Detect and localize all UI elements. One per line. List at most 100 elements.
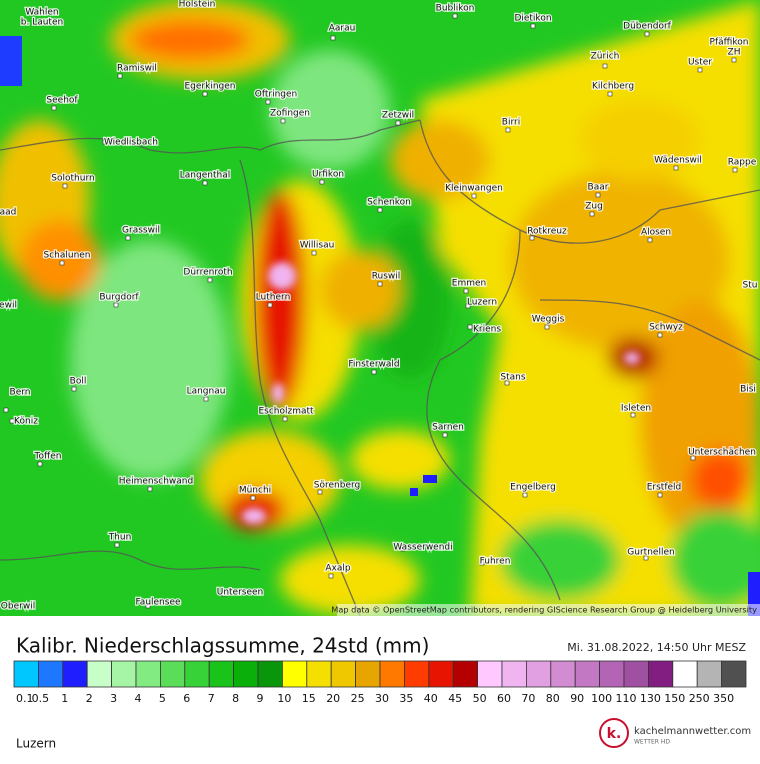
place-marker (250, 495, 256, 501)
region: Luzern (16, 737, 56, 751)
legend: 0.10.5 1 2 3 4 5 6 7 8 9 10 15 20 25 30 35 40 45 50 60 70 80 9… (13, 660, 747, 705)
place-label: Zofingen (270, 109, 310, 119)
timestamp: Mi. 31.08.2022, 14:50 Uhr MESZ (567, 641, 746, 654)
legend-swatch (355, 660, 381, 688)
legend-swatch (159, 660, 186, 688)
legend-label: 40 (424, 692, 438, 705)
legend-swatch (403, 660, 430, 688)
place-label: Engelberg (510, 483, 556, 493)
place-marker (657, 492, 663, 498)
place-marker (59, 260, 65, 266)
place-marker (280, 118, 286, 124)
title: Kalibr. Niederschlagssumme, 24std (mm) (16, 634, 429, 658)
place-marker (71, 386, 77, 392)
place-label: Aarau (329, 24, 356, 34)
place-label: ewil (0, 301, 17, 311)
place-label: Wahlen (25, 8, 58, 18)
place-marker (589, 211, 595, 217)
logo-tagline: WETTER HD (634, 739, 670, 746)
place-marker (395, 120, 401, 126)
place-label: Escholzmatt (258, 407, 314, 417)
legend-swatch (428, 660, 454, 688)
legend-label: 25 (351, 692, 365, 705)
place-marker (471, 193, 477, 199)
logo-name: kachelmannwetter.com (634, 726, 751, 737)
place-marker (265, 99, 271, 105)
place-marker (602, 63, 608, 69)
place-label: Langenthal (180, 171, 230, 181)
place-label: Rappe (728, 158, 757, 168)
legend-label: 3 (110, 692, 117, 705)
place-marker (125, 235, 131, 241)
legend-label: 0.1 (16, 692, 34, 705)
legend-swatch (111, 660, 137, 688)
legend-swatch (501, 660, 527, 688)
logo-mark: k. (607, 726, 622, 742)
legend-label: 350 (713, 692, 734, 705)
place-label: Uster (688, 58, 712, 68)
place-marker (202, 180, 208, 186)
place-marker (504, 380, 510, 386)
legend-swatch (281, 660, 308, 688)
place-marker (607, 91, 613, 97)
place-label: Erstfeld (647, 483, 682, 493)
place-label: Kilchberg (592, 82, 634, 92)
legend-swatch (86, 660, 112, 688)
place-marker (463, 288, 469, 294)
legend-swatch (477, 660, 503, 688)
place-marker (62, 183, 68, 189)
place-label: Dietikon (514, 14, 551, 24)
place-label: Wiedlisbach (104, 138, 158, 148)
legend-label: 45 (448, 692, 462, 705)
legend-swatch (184, 660, 210, 688)
place-marker (697, 67, 703, 73)
place-marker (377, 281, 383, 287)
place-label: Zetzwil (382, 111, 414, 121)
precip-map (0, 0, 760, 616)
place-label: Birri (502, 118, 520, 128)
legend-label: 0.5 (32, 692, 50, 705)
legend-swatch (599, 660, 625, 688)
legend-swatch (208, 660, 234, 688)
legend-swatch (379, 660, 405, 688)
place-marker (452, 13, 458, 19)
place-marker (465, 303, 471, 309)
legend-label: 10 (277, 692, 291, 705)
place-marker (319, 179, 325, 185)
place-marker (690, 455, 696, 461)
place-label: Grasswil (122, 226, 160, 236)
place-marker (657, 332, 663, 338)
place-label: Ramiswil (117, 64, 157, 74)
place-label: Münchi (239, 486, 271, 496)
place-marker (529, 235, 535, 241)
place-marker (51, 105, 57, 111)
place-marker (311, 250, 317, 256)
place-marker (644, 31, 650, 37)
place-label: Zürich (591, 52, 620, 62)
legend-label: 5 (159, 692, 166, 705)
place-label: Stu (743, 281, 758, 291)
place-marker (203, 396, 209, 402)
legend-swatch (452, 660, 479, 688)
place-label: Seehof (46, 96, 78, 106)
place-label: Fuhren (480, 557, 511, 567)
place-marker (731, 57, 737, 63)
place-marker (221, 591, 227, 597)
place-label: Heimenschwand (119, 477, 193, 487)
place-label: Stans (500, 373, 525, 383)
place-marker (267, 302, 273, 308)
place-label: Thun (108, 533, 132, 543)
place-label: Schwyz (649, 323, 683, 333)
legend-label: 100 (591, 692, 612, 705)
attribution-bg (337, 604, 760, 616)
legend-swatch (672, 660, 698, 688)
place-label: Unterseen (217, 588, 264, 598)
place-label: Zug (585, 202, 603, 212)
place-label: Langnau (187, 387, 226, 397)
place-marker (630, 412, 636, 418)
legend-label: 30 (375, 692, 389, 705)
place-marker (377, 207, 383, 213)
place-label: Bisi (740, 385, 756, 395)
legend-label: 70 (521, 692, 535, 705)
legend-swatch (135, 660, 161, 688)
